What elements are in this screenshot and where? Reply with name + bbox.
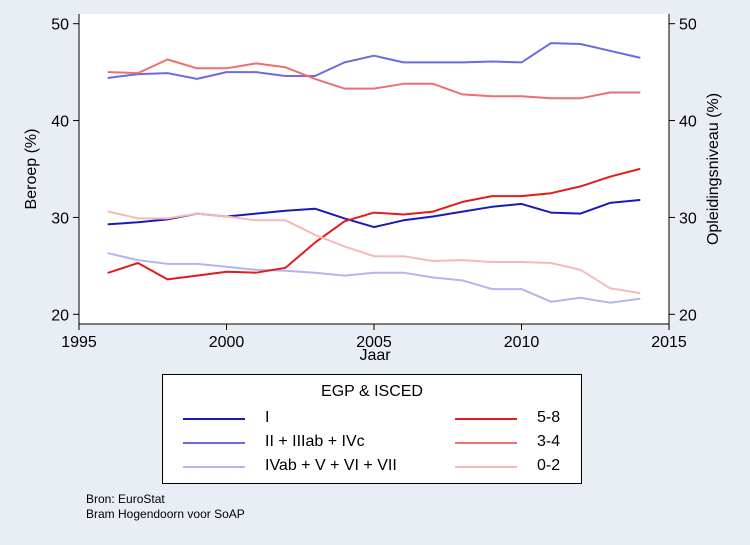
y-left-tick-label: 50 — [51, 17, 69, 34]
legend-swatch-IVab-V-VI-VII — [183, 466, 245, 468]
y-axis-left-label: Beroep (%) — [23, 129, 40, 210]
legend-title: EGP & ISCED — [321, 383, 423, 400]
y-right-tick-label: 20 — [679, 307, 697, 324]
legend-label-IVab-V-VI-VII: IVab + V + VI + VII — [265, 457, 397, 474]
y-axis-right-label: Opleidingsniveau (%) — [705, 93, 722, 245]
legend-swatch-0-2 — [455, 466, 517, 468]
y-left-tick-label: 40 — [51, 114, 69, 131]
series-line-IVab-V-VI-VII — [107, 252, 641, 304]
legend-label-I: I — [265, 409, 270, 426]
source-line-2: Bram Hogendoorn voor SoAP — [86, 507, 245, 521]
series-line-3-4 — [107, 58, 641, 100]
x-tick-label: 1995 — [61, 334, 97, 351]
legend-swatch-3-4 — [455, 442, 517, 444]
x-tick-label: 2010 — [504, 334, 540, 351]
x-axis-label: Jaar — [359, 347, 391, 364]
y-right-tick-label: 40 — [679, 114, 697, 131]
legend-label-0-2: 0-2 — [537, 457, 561, 474]
source-line-1: Bron: EuroStat — [86, 492, 165, 506]
series-line-II-IIIab-IVc — [107, 42, 641, 80]
x-tick-label: 2005 — [356, 334, 392, 351]
y-right-tick-label: 30 — [679, 210, 697, 227]
x-tick-label: 2000 — [209, 334, 245, 351]
x-tick-label: 2015 — [651, 334, 687, 351]
y-left-tick-label: 30 — [51, 210, 69, 227]
legend-label-II-IIIab-IVc: II + IIIab + IVc — [265, 433, 365, 450]
legend-swatch-5-8 — [455, 418, 517, 420]
legend-label-5-8: 5-8 — [537, 409, 561, 426]
series-line-5-8 — [107, 168, 641, 281]
legend-label-3-4: 3-4 — [537, 433, 561, 450]
legend-swatch-I — [183, 418, 245, 420]
legend: EGP & ISCED I 5-8 II + IIIab + IVc 3-4 I… — [162, 374, 582, 484]
series-line-0-2 — [107, 210, 641, 294]
y-left-tick-label: 20 — [51, 307, 69, 324]
y-right-tick-label: 50 — [679, 17, 697, 34]
legend-swatch-II-IIIab-IVc — [183, 442, 245, 444]
